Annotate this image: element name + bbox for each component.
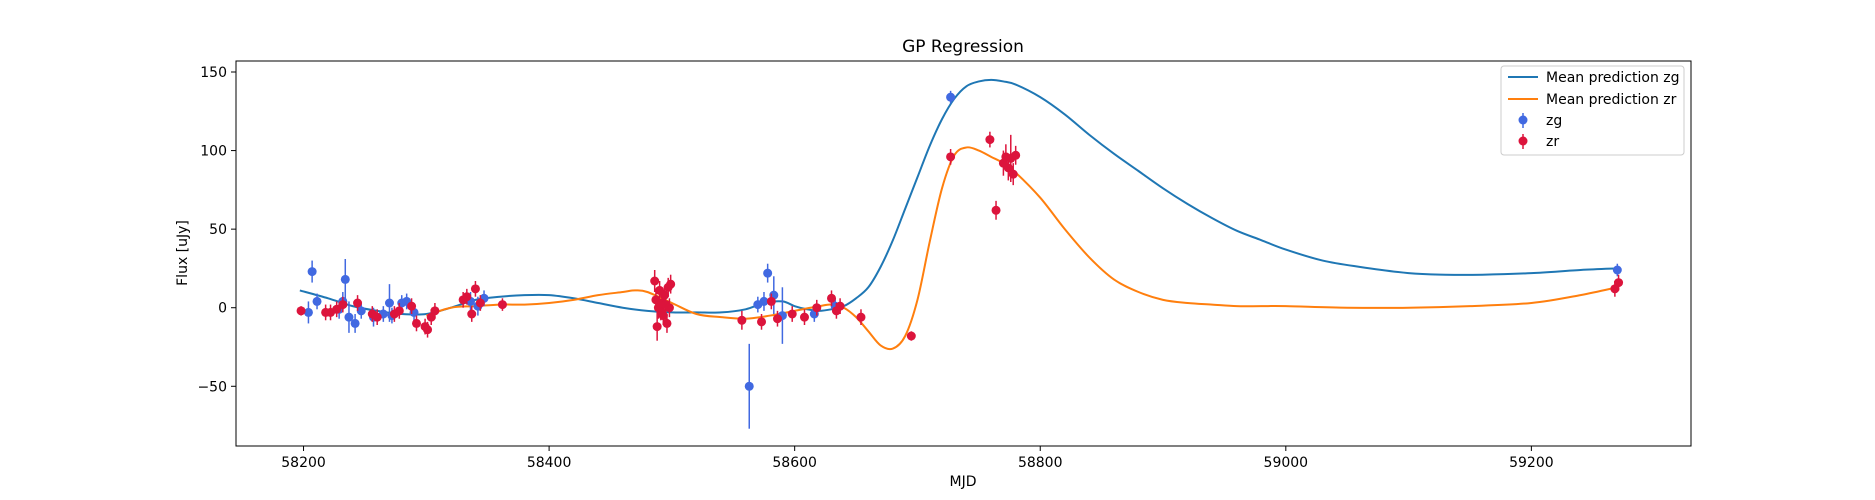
marker: [907, 332, 916, 341]
marker: [666, 280, 675, 289]
marker: [313, 297, 322, 306]
legend-label-zr-points: zr: [1546, 134, 1559, 150]
y-tick-label: 50: [209, 222, 227, 238]
x-tick-label: 59200: [1509, 455, 1554, 471]
marker: [1614, 278, 1623, 287]
marker: [353, 299, 362, 308]
marker: [788, 310, 797, 319]
marker: [297, 306, 306, 315]
marker: [385, 299, 394, 308]
marker: [737, 316, 746, 325]
legend-label-zr-line: Mean prediction zr: [1546, 92, 1677, 108]
marker: [763, 269, 772, 278]
marker: [407, 302, 416, 311]
y-tick-label: −50: [197, 379, 227, 395]
x-tick-label: 58800: [1018, 455, 1063, 471]
y-tick-label: 0: [218, 301, 227, 317]
marker: [836, 302, 845, 311]
marker: [827, 294, 836, 303]
marker: [338, 300, 347, 309]
marker: [992, 206, 1001, 215]
marker: [812, 303, 821, 312]
legend: Mean prediction zg Mean prediction zr zg…: [1501, 66, 1684, 155]
marker: [462, 292, 471, 301]
marker: [423, 325, 432, 334]
marker: [308, 267, 317, 276]
legend-label-zg-line: Mean prediction zg: [1546, 70, 1680, 86]
x-axis-label: MJD: [950, 474, 977, 490]
marker: [1011, 151, 1020, 160]
marker: [985, 135, 994, 144]
y-tick-label: 150: [200, 65, 227, 81]
marker: [304, 308, 313, 317]
marker: [757, 317, 766, 326]
marker: [476, 299, 485, 308]
y-tick-label: 100: [200, 144, 227, 160]
marker: [498, 300, 507, 309]
marker: [412, 319, 421, 328]
x-tick-label: 59000: [1264, 455, 1309, 471]
marker: [1613, 266, 1622, 275]
marker: [665, 303, 674, 312]
marker: [351, 319, 360, 328]
marker: [430, 306, 439, 315]
marker: [662, 319, 671, 328]
marker: [395, 306, 404, 315]
marker: [467, 310, 476, 319]
marker: [946, 93, 955, 102]
marker: [773, 314, 782, 323]
x-tick-label: 58600: [772, 455, 817, 471]
chart-title: GP Regression: [902, 37, 1024, 57]
marker: [946, 152, 955, 161]
marker: [341, 275, 350, 284]
marker: [471, 284, 480, 293]
marker: [745, 382, 754, 391]
marker: [856, 313, 865, 322]
marker: [800, 313, 809, 322]
marker: [373, 313, 382, 322]
marker: [650, 277, 659, 286]
x-tick-label: 58400: [527, 455, 572, 471]
marker: [653, 322, 662, 331]
legend-label-zg-points: zg: [1546, 113, 1562, 129]
marker: [767, 297, 776, 306]
marker: [1009, 170, 1018, 179]
x-tick-label: 58200: [281, 455, 326, 471]
y-axis-label: Flux [uJy]: [175, 220, 191, 286]
